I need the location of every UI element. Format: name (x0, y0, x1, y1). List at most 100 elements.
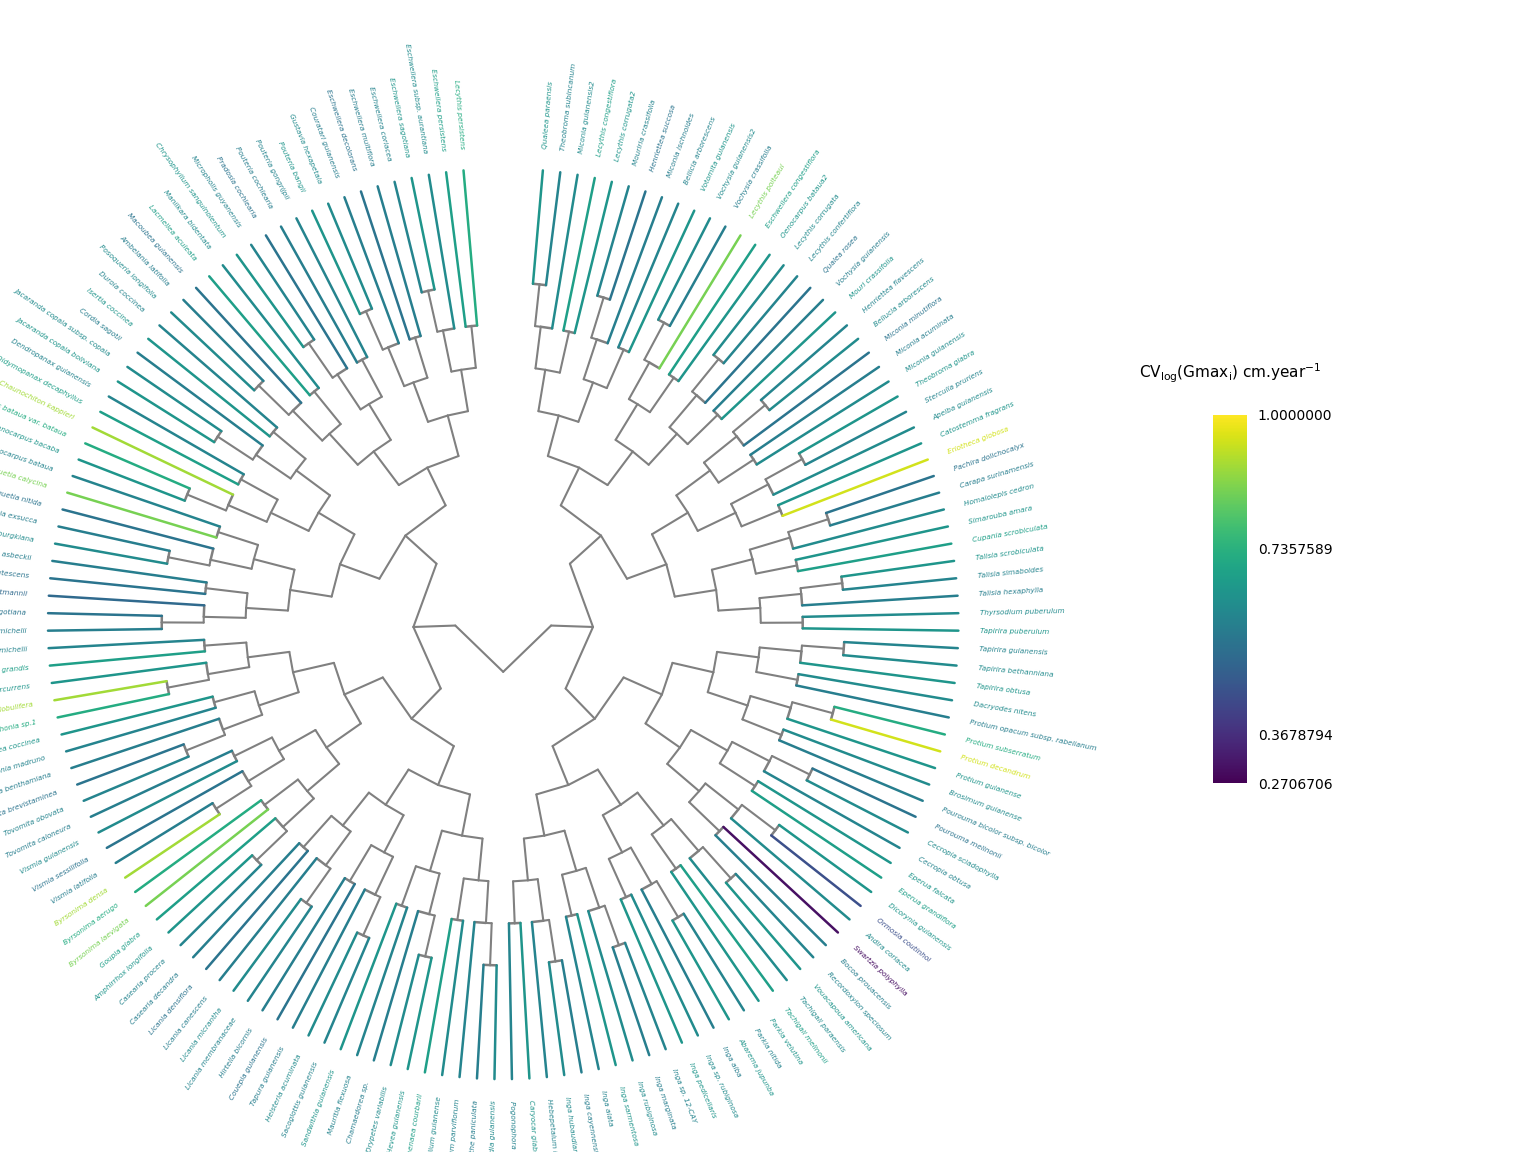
Text: Gustavia hexapetala: Gustavia hexapetala (289, 113, 323, 185)
Text: Miconia guianensis: Miconia guianensis (905, 331, 966, 372)
Text: Inga cayennensis: Inga cayennensis (582, 1093, 599, 1152)
Text: Heisteria acuminata: Heisteria acuminata (266, 1054, 303, 1123)
Text: Macoubea guianensis: Macoubea guianensis (126, 212, 184, 274)
Text: Inga marginata: Inga marginata (653, 1075, 677, 1129)
Text: Moronobea coccinea: Moronobea coccinea (0, 737, 41, 760)
Text: Dendropanax guianensis: Dendropanax guianensis (11, 338, 92, 388)
Text: Parkia nitida: Parkia nitida (753, 1028, 782, 1069)
Text: Hirtella bicornis: Hirtella bicornis (218, 1028, 253, 1078)
Text: Brosimum guianense: Brosimum guianense (948, 789, 1023, 823)
Text: Micropholis guyanensis: Micropholis guyanensis (190, 154, 241, 228)
Text: Vouacapoua americana: Vouacapoua americana (813, 984, 872, 1052)
Text: Henriettea succosa: Henriettea succosa (650, 104, 677, 172)
Text: Cecropia obtusa: Cecropia obtusa (917, 856, 971, 890)
Text: Votomita guianensis: Votomita guianensis (700, 122, 737, 192)
Text: Vochysia guianensis: Vochysia guianensis (836, 230, 892, 287)
Text: Inga alata: Inga alata (601, 1090, 614, 1127)
Text: Eschweilera coriacea: Eschweilera coriacea (369, 86, 392, 161)
Text: Iryanthera sagotiana: Iryanthera sagotiana (0, 608, 26, 615)
Text: Eschweilera decolorans: Eschweilera decolorans (324, 89, 356, 172)
Text: Vismia guianensis: Vismia guianensis (20, 840, 81, 876)
Text: Hebepetalum humirifolium: Hebepetalum humirifolium (545, 1098, 561, 1152)
Text: Eperua falcata: Eperua falcata (908, 872, 955, 904)
Text: Goupia glabra: Goupia glabra (100, 931, 143, 969)
Text: Protium decandrum: Protium decandrum (960, 755, 1031, 781)
Text: Pachira dolichocalyx: Pachira dolichocalyx (954, 442, 1026, 472)
Text: Vismia sessilifolia: Vismia sessilifolia (31, 856, 89, 893)
Text: Dialium guianense: Dialium guianense (427, 1096, 442, 1152)
Text: Parkia velutina: Parkia velutina (768, 1017, 803, 1066)
Text: Pouteria gongrijpii: Pouteria gongrijpii (253, 138, 289, 200)
Text: Symphonia globulifera: Symphonia globulifera (0, 700, 34, 720)
Text: Eschweilera subsp. aurantiana: Eschweilera subsp. aurantiana (404, 44, 429, 154)
Text: Licania canescens: Licania canescens (163, 995, 209, 1051)
Text: Pradosia cochlearia: Pradosia cochlearia (215, 154, 257, 219)
Text: Bocoa prouacensis: Bocoa prouacensis (839, 958, 891, 1010)
Text: Manilkara bidentata: Manilkara bidentata (163, 189, 212, 250)
Text: Caryocar glabrum: Caryocar glabrum (528, 1100, 538, 1152)
Text: Tovomita obovata: Tovomita obovata (3, 806, 65, 838)
Text: Isertia coccinea: Isertia coccinea (84, 287, 134, 327)
Text: Pouteria bangii: Pouteria bangii (278, 141, 306, 192)
Text: Pourouma melinonii: Pourouma melinonii (934, 824, 1001, 859)
Text: Garcinia benthamiana: Garcinia benthamiana (0, 772, 52, 803)
Text: Miconia ischnoides: Miconia ischnoides (667, 112, 696, 179)
Text: Henriettea flavescens: Henriettea flavescens (862, 257, 925, 313)
Text: Annona schomburgkiana: Annona schomburgkiana (0, 521, 34, 543)
Text: Drypetes variabilis: Drypetes variabilis (366, 1085, 389, 1152)
Text: Abarema jupunba: Abarema jupunba (737, 1037, 774, 1096)
Text: Oenocarpus bataua: Oenocarpus bataua (0, 442, 54, 472)
Text: Unonopsis hostmannii: Unonopsis hostmannii (0, 586, 28, 598)
Text: Homalolepis cedron: Homalolepis cedron (965, 483, 1035, 507)
Text: Licania micrantha: Licania micrantha (180, 1007, 223, 1062)
Text: Lecythis confertiflora: Lecythis confertiflora (809, 199, 863, 262)
Text: Licania densiflora: Licania densiflora (149, 984, 195, 1036)
Text: Cupania scrobiculata: Cupania scrobiculata (972, 523, 1049, 543)
Text: Byrsonima densa: Byrsonima densa (54, 887, 109, 927)
Text: Miconia acuminata: Miconia acuminata (895, 313, 955, 357)
Text: Dacryodes nitens: Dacryodes nitens (972, 700, 1037, 718)
Text: Garcinia madruno: Garcinia madruno (0, 755, 46, 779)
Text: Theobroma glabra: Theobroma glabra (915, 350, 975, 388)
Text: Mouri crassifolia: Mouri crassifolia (849, 256, 895, 300)
Text: Inga pedicellaris: Inga pedicellaris (688, 1061, 716, 1119)
Text: Catostemma fragrans: Catostemma fragrans (940, 401, 1015, 438)
Text: Talisia hexaphylla: Talisia hexaphylla (978, 588, 1043, 598)
Text: Licania membranaceae: Licania membranaceae (186, 1017, 238, 1091)
Text: Pourouma bicolor subsp. bicolor: Pourouma bicolor subsp. bicolor (942, 806, 1051, 857)
Text: Duguetia calycina: Duguetia calycina (0, 464, 48, 490)
Text: Tapirira puberulum: Tapirira puberulum (980, 628, 1049, 635)
Text: Inga alba: Inga alba (720, 1045, 742, 1078)
Text: Lecythis congestiflora: Lecythis congestiflora (596, 78, 617, 158)
Text: Eschweilera congestiflora: Eschweilera congestiflora (765, 147, 822, 228)
Text: Lacmellea aculeata: Lacmellea aculeata (147, 204, 198, 262)
Text: Eschweilera sagotiana: Eschweilera sagotiana (389, 76, 410, 158)
Text: Tapirira guianensis: Tapirira guianensis (978, 646, 1048, 655)
Text: Amphirrhox longifolia: Amphirrhox longifolia (94, 945, 155, 1002)
Text: Theobroma subincanum: Theobroma subincanum (561, 63, 578, 151)
Text: Lecythis persistens: Lecythis persistens (453, 79, 465, 149)
Text: Couratari guianensis: Couratari guianensis (307, 106, 339, 179)
Text: Miconia guianensis2: Miconia guianensis2 (578, 81, 596, 154)
Text: Sacoglottis guianensis: Sacoglottis guianensis (281, 1061, 319, 1138)
Text: Oenocarpus bataua2: Oenocarpus bataua2 (780, 174, 829, 240)
Text: Jacaranda copaia boliviana: Jacaranda copaia boliviana (15, 316, 101, 372)
Text: Oxandra rutescens: Oxandra rutescens (0, 566, 29, 579)
Text: Corynanthe paniculata: Corynanthe paniculata (468, 1100, 479, 1152)
Text: Qualea rosea: Qualea rosea (823, 234, 860, 274)
Text: Tapirira bethanniana: Tapirira bethanniana (978, 665, 1054, 677)
Text: Hevea guianensis: Hevea guianensis (387, 1090, 406, 1152)
Text: Virola michelii: Virola michelii (0, 646, 28, 655)
Text: Byrsonima aerugo: Byrsonima aerugo (63, 902, 120, 946)
Text: Couepia guianensis: Couepia guianensis (229, 1037, 269, 1101)
Text: Inga sp. 12-CAY: Inga sp. 12-CAY (671, 1068, 697, 1124)
Text: Iryanthera michelii: Iryanthera michelii (0, 628, 26, 635)
Text: Posoqueria longifolia: Posoqueria longifolia (98, 244, 158, 300)
Text: Vismia latifolia: Vismia latifolia (51, 872, 98, 904)
Text: Talisia scrobiculata: Talisia scrobiculata (975, 545, 1044, 561)
Text: Tachigali melinonii: Tachigali melinonii (783, 1007, 828, 1064)
Text: Tovomita brevistaminea: Tovomita brevistaminea (0, 789, 58, 826)
Text: Carapa surinamensis: Carapa surinamensis (958, 462, 1034, 490)
Text: Jacaranda copaia subsp. copaia: Jacaranda copaia subsp. copaia (14, 288, 111, 357)
Text: Protium opacum subsp. rabelianum: Protium opacum subsp. rabelianum (969, 719, 1097, 751)
